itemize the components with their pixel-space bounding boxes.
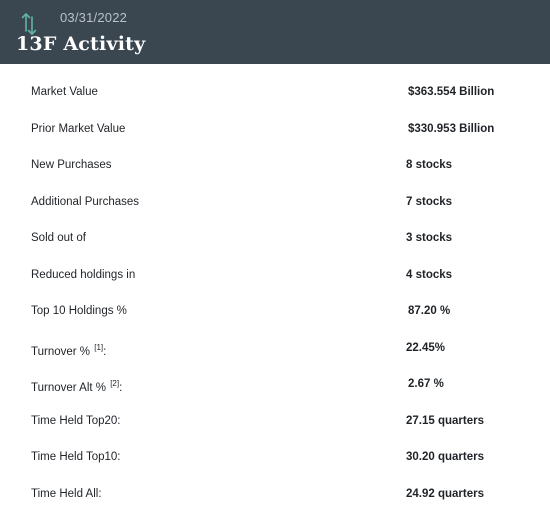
row-turnover: Turnover % [1]: 22.45% — [0, 330, 550, 366]
row-new-purchases: New Purchases 8 stocks — [0, 147, 550, 183]
row-value: 7 stocks — [406, 195, 453, 208]
row-value: 22.45% — [406, 341, 446, 354]
row-additional-purchases: Additional Purchases 7 stocks — [0, 184, 550, 220]
row-label: Turnover % [1]: — [31, 342, 107, 358]
row-value: 87.20 % — [408, 305, 451, 317]
row-value: 24.92 quarters — [406, 487, 484, 500]
row-label: Time Held Top10: — [31, 451, 121, 463]
row-label: Market Value — [31, 86, 98, 98]
row-top10-holdings: Top 10 Holdings % 87.20 % — [0, 293, 550, 329]
footnote-ref: [2] — [110, 379, 120, 388]
row-turnover-alt: Turnover Alt % [2]: 2.67 % — [0, 366, 550, 402]
row-value: 3 stocks — [406, 232, 453, 244]
row-label: Prior Market Value — [31, 122, 126, 135]
row-label: New Purchases — [31, 159, 112, 171]
row-value: 8 stocks — [406, 159, 453, 171]
row-label: Additional Purchases — [31, 195, 140, 208]
row-sold-out: Sold out of 3 stocks — [0, 220, 550, 256]
row-label: Reduced holdings in — [31, 268, 136, 281]
row-value: 30.20 quarters — [406, 451, 484, 463]
row-value: 27.15 quarters — [406, 414, 484, 427]
sort-arrows-icon — [21, 13, 37, 35]
row-time-held-top10: Time Held Top10: 30.20 quarters — [0, 439, 550, 475]
row-label: Top 10 Holdings % — [31, 305, 127, 317]
header: 03/31/2022 13F Activity — [0, 0, 550, 64]
row-value: 4 stocks — [406, 268, 453, 281]
row-label: Time Held Top20: — [31, 414, 121, 427]
row-label: Time Held All: — [31, 487, 102, 500]
row-reduced-holdings: Reduced holdings in 4 stocks — [0, 257, 550, 293]
row-label: Sold out of — [31, 232, 86, 244]
row-prior-market-value: Prior Market Value $330.953 Billion — [0, 111, 550, 147]
row-value: $363.554 Billion — [408, 86, 495, 98]
row-value: $330.953 Billion — [408, 122, 495, 135]
row-label: Turnover Alt % [2]: — [31, 379, 123, 394]
row-time-held-all: Time Held All: 24.92 quarters — [0, 476, 550, 512]
row-time-held-top20: Time Held Top20: 27.15 quarters — [0, 403, 550, 439]
footnote-ref: [1] — [94, 342, 104, 352]
row-value: 2.67 % — [408, 378, 444, 390]
page-title: 13F Activity — [16, 33, 146, 55]
report-date: 03/31/2022 — [60, 10, 128, 25]
row-market-value: Market Value $363.554 Billion — [0, 74, 550, 110]
